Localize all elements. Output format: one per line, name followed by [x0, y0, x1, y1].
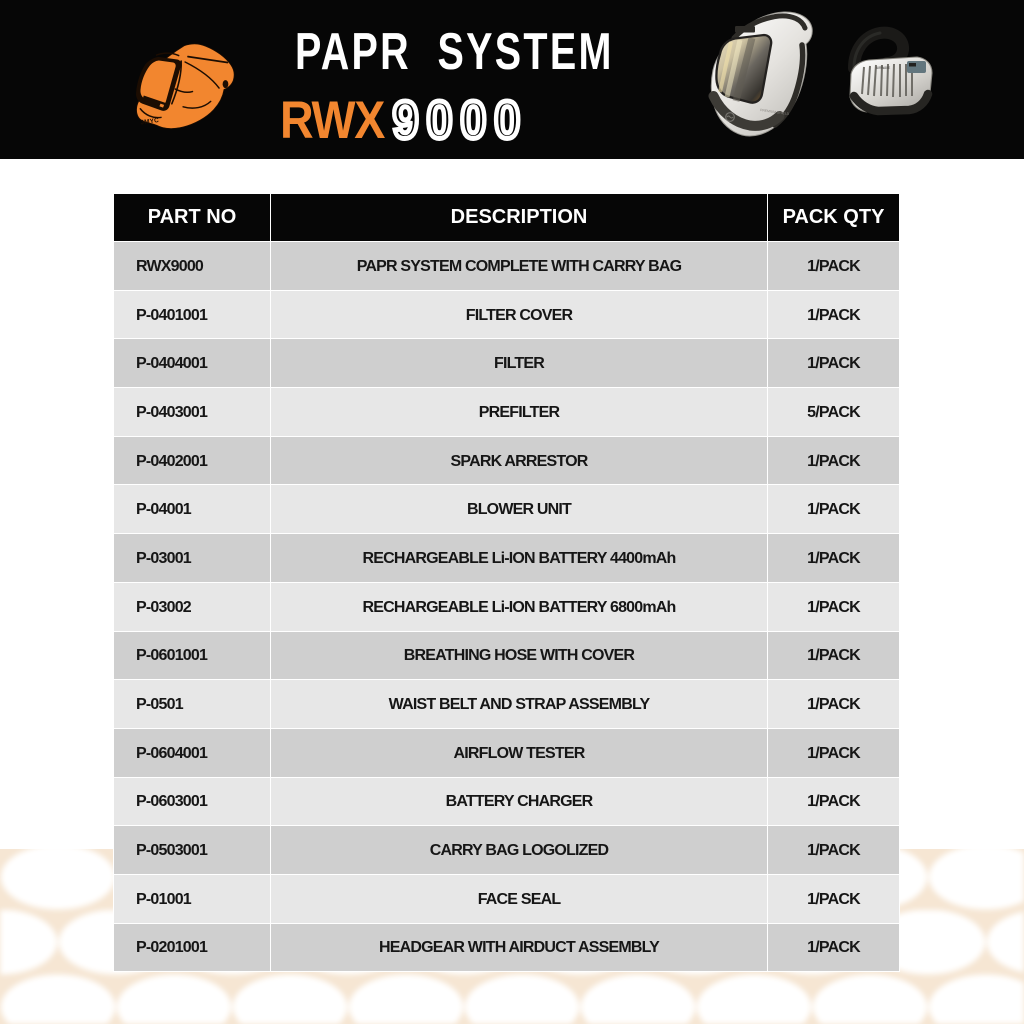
svg-text:9000: 9000 — [393, 92, 528, 150]
svg-text:RWX: RWX — [280, 92, 385, 150]
svg-text:AIRWAVE: AIRWAVE — [876, 66, 890, 70]
